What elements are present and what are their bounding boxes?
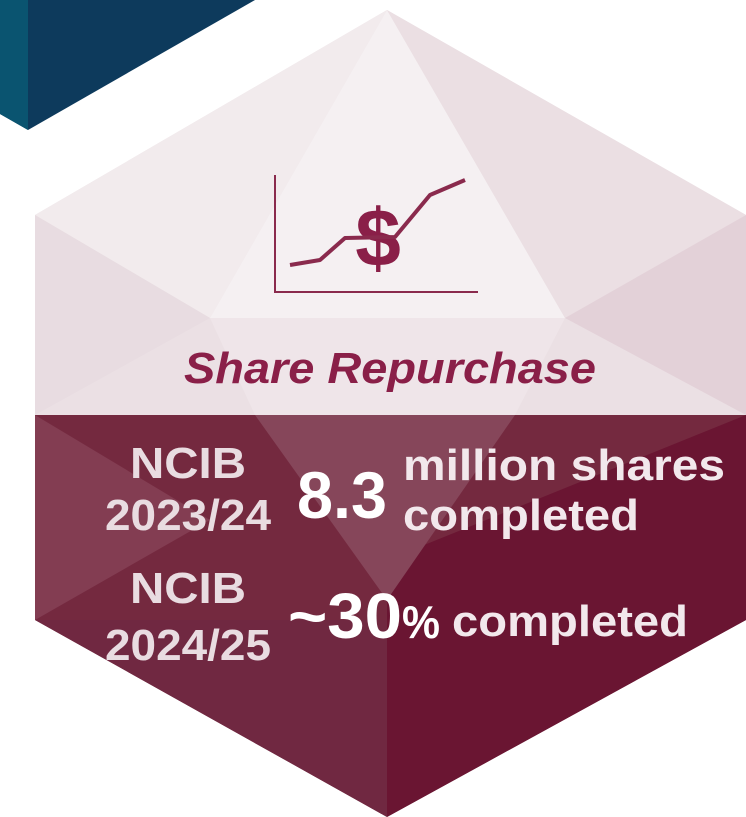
item-description: completed [452, 597, 688, 646]
infographic: $ Share Repurchase NCIB 2023/24 8.3 mill… [0, 0, 746, 817]
item-label: NCIB [130, 439, 246, 488]
item-figure: 8.3 [297, 458, 387, 532]
title: Share Repurchase [184, 344, 596, 393]
item-label: 2024/25 [105, 621, 271, 670]
item-description: completed [403, 491, 639, 540]
item-label: 2023/24 [105, 491, 272, 540]
item-figure-unit: % [402, 596, 440, 648]
page: {"title": "Share Repurchase", "icon_symb… [0, 0, 746, 817]
item-figure: ~30 [288, 580, 402, 652]
item-label: NCIB [130, 564, 246, 613]
item-description: million shares [403, 441, 725, 490]
corner-shape-edge [0, 0, 28, 130]
